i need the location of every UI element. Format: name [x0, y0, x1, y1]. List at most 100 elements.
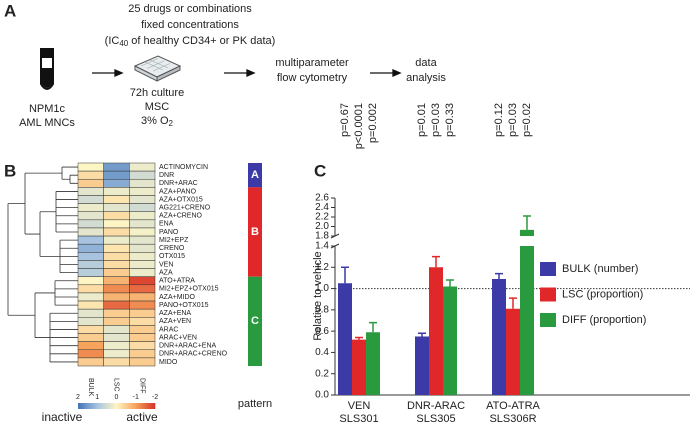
colorbar-segment [114, 403, 117, 409]
colorbar-segment [128, 403, 131, 409]
column-label: LSC [113, 378, 120, 392]
x-tick-label: VEN [348, 400, 371, 412]
p-value: p=0.67 [339, 103, 351, 137]
heat-cell [129, 276, 156, 286]
error-bar [369, 321, 377, 333]
colorbar-segment [126, 403, 129, 409]
row-label: AZA+VEN [159, 318, 191, 325]
colorbar-segment [129, 403, 133, 409]
p-value: p<0.0001 [353, 103, 365, 149]
heat-cell [77, 211, 104, 221]
row-label: ACTINOMYCIN [159, 164, 208, 171]
panel-label: B [4, 161, 16, 180]
heat-cell [103, 284, 130, 294]
pattern-label: B [251, 226, 259, 238]
bar [352, 339, 366, 395]
row-label: AG221+CRENO [159, 205, 211, 212]
colorbar-segment [104, 403, 108, 409]
colorbar-label: inactive [42, 410, 83, 424]
heat-cell [103, 317, 130, 326]
row-label: DNR+ARAC+CRENO [159, 351, 228, 358]
y-tick-label: 2.4 [315, 202, 329, 213]
colorbar-tick-label: -1 [133, 394, 139, 401]
y-tick-label: 0.8 [315, 304, 329, 315]
p-value: p=0.12 [493, 103, 505, 137]
colorbar-segment [101, 403, 104, 409]
p-value: p=0.33 [444, 103, 456, 137]
row-label: ARAC [159, 326, 178, 333]
culture-label: MSC [145, 101, 170, 113]
legend-swatch [540, 262, 556, 276]
bar [506, 308, 520, 395]
pattern-label: A [251, 169, 259, 181]
row-label: OTX015 [159, 253, 185, 260]
heat-cell [103, 341, 130, 351]
p-value: p=0.03 [430, 103, 442, 137]
y-tick-label: 2.0 [315, 221, 329, 232]
heading-line: fixed concentrations [141, 19, 239, 31]
flow-label: multiparameter [275, 57, 349, 69]
colorbar-segment [143, 403, 146, 409]
p-value: p=0.002 [367, 103, 379, 143]
heading-subscript: 40 [119, 39, 128, 48]
heat-cell [129, 284, 156, 294]
pattern-label: C [251, 315, 259, 327]
heat-cell [129, 308, 156, 318]
p-value: p=0.03 [507, 103, 519, 137]
column-label: BULK [87, 378, 94, 397]
heat-cell [77, 317, 104, 326]
analysis-label: analysis [406, 72, 446, 84]
error-bar [418, 332, 426, 337]
heat-cell [77, 178, 104, 188]
y-tick-label: 1.2 [315, 262, 329, 273]
row-label: AZA+MIDO [159, 294, 196, 301]
analysis-label: data [415, 57, 437, 69]
heat-cell [77, 276, 104, 286]
p-value: p=0.02 [521, 103, 533, 137]
row-label: DNR+ARAC [159, 180, 198, 187]
heat-cell [129, 227, 156, 237]
y-axis-label: Relative to vehicle [312, 251, 324, 340]
heat-cell [77, 162, 104, 172]
heat-cell [77, 252, 104, 261]
error-bar [495, 272, 503, 279]
heat-cell [77, 187, 104, 196]
heat-cell [103, 252, 130, 261]
arrows [92, 69, 402, 77]
heat-cell [103, 308, 130, 318]
error-bar [446, 279, 454, 287]
colorbar-segment [83, 403, 86, 409]
pattern-bar [248, 276, 262, 366]
bar [429, 267, 443, 395]
oxygen-subscript: 2 [169, 119, 174, 128]
heat-cell [77, 300, 104, 310]
heat-cell [129, 252, 156, 261]
heat-cell [77, 219, 104, 229]
heat-cell [129, 300, 156, 310]
row-label: DNR+ARAC+ENA [159, 343, 217, 350]
colorbar-segment [106, 403, 110, 409]
heat-cell [103, 260, 130, 269]
row-label: MIDO [159, 359, 178, 366]
plate-icon [133, 55, 182, 82]
heat-cell [129, 170, 156, 180]
colorbar-segment [108, 403, 112, 409]
row-label: AZA+PANO [159, 188, 197, 195]
heat-cell [77, 268, 104, 277]
row-label: AZA+CRENO [159, 213, 203, 220]
row-label: MI2+EPZ+OTX015 [159, 286, 219, 293]
heat-cell [103, 219, 130, 229]
heat-cell [77, 170, 104, 180]
y-tick-label: 0.6 [315, 326, 329, 337]
heat-cell [129, 187, 156, 196]
error-bar [509, 297, 517, 309]
colorbar-segment [95, 403, 98, 409]
tube-icon [40, 48, 54, 90]
y-tick-label: 0.4 [315, 347, 329, 358]
heat-cell [103, 292, 130, 302]
colorbar-segment [141, 403, 144, 409]
colorbar-segment [99, 403, 102, 409]
flow-label: flow cytometry [277, 72, 348, 84]
heat-cell [77, 203, 104, 212]
